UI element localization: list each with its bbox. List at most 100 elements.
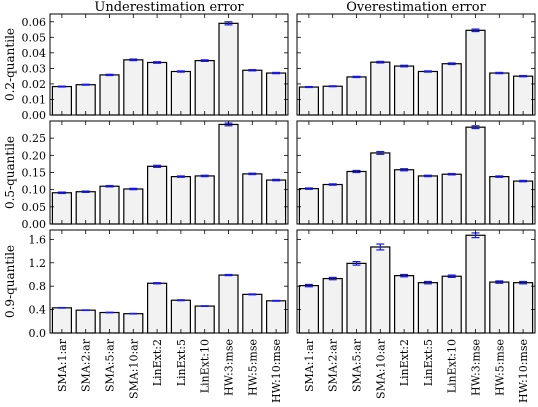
bar: [194, 175, 215, 225]
panel: 0.00 0.05 0.10 0.15 0.20 0.25: [22, 120, 289, 231]
panel: [296, 120, 536, 225]
bar: [441, 173, 462, 225]
y-tick-label: 0.20: [22, 149, 47, 162]
x-tick-label: SMA:5:ar: [104, 338, 117, 392]
bar: [489, 281, 510, 334]
bar: [394, 169, 415, 225]
bar: [489, 176, 510, 225]
panel: 0.0 0.4 0.8 1.2 1.6: [29, 229, 289, 340]
bar: [218, 22, 239, 116]
bar: [242, 69, 263, 116]
bar: [370, 152, 391, 225]
bar: [512, 180, 534, 225]
bar: [242, 293, 263, 334]
axes-frame: [296, 229, 536, 334]
bar: [370, 61, 391, 116]
bar: [417, 70, 438, 116]
bar: [123, 59, 144, 116]
y-tick-label: 0.00: [22, 109, 47, 122]
row-label: 0.5-quantile: [3, 136, 17, 209]
y-tick-label: 0.15: [22, 167, 47, 180]
axes-frame: [49, 229, 289, 334]
x-tick-label: SMA:10:ar: [127, 338, 140, 399]
row-label: 0.9-quantile: [3, 245, 17, 318]
bar: [512, 75, 534, 116]
bar: [465, 29, 486, 116]
axes-frame: [296, 13, 536, 116]
y-tick-label: 1.2: [29, 257, 47, 270]
bar: [147, 61, 168, 116]
y-tick-label: 0.03: [22, 62, 47, 75]
bar: [147, 165, 168, 225]
x-tick-label: SMA:1:ar: [303, 338, 316, 392]
bar: [51, 85, 73, 116]
y-tick-label: 0.25: [22, 132, 47, 145]
y-tick-label: 0.04: [22, 47, 47, 60]
axes-frame: [49, 13, 289, 116]
bar: [298, 284, 319, 334]
column-title: Underestimation error: [94, 0, 244, 15]
bar: [218, 123, 239, 225]
y-tick-label: 0.06: [22, 16, 47, 29]
y-tick-label: 0.8: [29, 280, 47, 293]
bar: [266, 300, 287, 334]
bar: [170, 176, 191, 225]
x-tick-label: LinExt:10: [199, 339, 212, 393]
bar: [194, 305, 215, 334]
y-tick-label: 0.4: [29, 304, 47, 317]
bar: [465, 126, 486, 225]
x-tick-label: SMA:2:ar: [80, 338, 93, 392]
y-tick-label: 0.02: [22, 78, 47, 91]
x-tick-label: LinExt:5: [422, 339, 435, 386]
x-tick-label: SMA:5:ar: [351, 338, 364, 392]
bar: [322, 183, 343, 225]
x-tick-label: SMA:1:ar: [56, 338, 69, 392]
bar: [441, 275, 462, 334]
bar: [99, 74, 120, 116]
bar: [394, 275, 415, 334]
y-tick-label: 0.00: [22, 218, 47, 231]
x-tick-label: HW:5:mse: [493, 339, 506, 396]
bar: [394, 65, 415, 116]
bar: [170, 70, 191, 116]
bar: [346, 262, 367, 334]
bar: [123, 188, 144, 225]
bar: [147, 282, 168, 334]
bar: [266, 179, 287, 225]
x-tick-label: SMA:2:ar: [327, 338, 340, 392]
panel: [296, 13, 536, 116]
bar: [512, 282, 534, 334]
x-tick-label: HW:10:mse: [517, 339, 530, 403]
y-tick-label: 0.05: [22, 201, 47, 214]
panel: [296, 229, 536, 334]
x-tick-label: LinExt:10: [446, 339, 459, 393]
bar: [51, 192, 73, 225]
bar: [170, 299, 191, 334]
bar: [194, 60, 215, 116]
bar: [322, 85, 343, 116]
x-tick-label: LinExt:2: [151, 339, 164, 386]
y-tick-label: 0.10: [22, 184, 47, 197]
bar: [75, 84, 96, 116]
bar: [417, 175, 438, 225]
x-tick-label: SMA:10:ar: [374, 338, 387, 399]
bar: [417, 282, 438, 334]
x-tick-label: HW:10:mse: [270, 339, 283, 403]
y-tick-label: 0.01: [22, 93, 47, 106]
bar: [370, 246, 391, 334]
column-title: Overestimation error: [346, 0, 486, 15]
bar: [298, 86, 319, 116]
bar: [266, 72, 287, 116]
bar: [346, 170, 367, 225]
bar: [465, 234, 486, 334]
y-tick-label: 1.6: [29, 233, 47, 246]
x-tick-label: HW:5:mse: [246, 339, 259, 396]
x-tick-label: HW:3:mse: [470, 339, 483, 396]
bar: [218, 274, 239, 334]
y-tick-label: 0.0: [29, 327, 47, 340]
x-tick-label: LinExt:5: [175, 339, 188, 386]
bar: [242, 173, 263, 225]
x-tick-label: LinExt:2: [398, 339, 411, 386]
bar: [346, 76, 367, 116]
